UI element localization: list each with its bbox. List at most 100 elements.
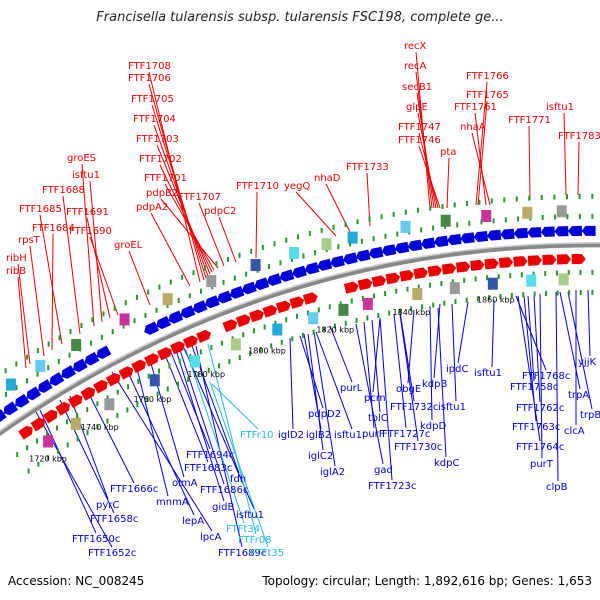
gene-label[interactable]: FTF1690 [69, 226, 112, 237]
gene-label[interactable]: FTF1733 [346, 162, 389, 173]
gene-label[interactable]: kdpD [420, 421, 446, 432]
reverse-gene-arrow[interactable] [500, 228, 515, 240]
gene-label[interactable]: FTF1706 [128, 73, 171, 84]
gene-label[interactable]: isftu1 [72, 170, 100, 181]
reverse-gene-arrow[interactable] [203, 295, 220, 309]
gene-label[interactable]: FTF1764c [516, 442, 564, 453]
gene-label[interactable]: FTF1650c [72, 534, 120, 545]
forward-gene-arrow[interactable] [222, 318, 239, 333]
forward-gene-arrow[interactable] [80, 385, 97, 401]
forward-gene-arrow[interactable] [131, 358, 148, 374]
forward-gene-arrow[interactable] [289, 295, 305, 309]
gene-label[interactable]: FTF1765 [466, 90, 509, 101]
gene-label[interactable]: isftu1 [334, 430, 362, 441]
gene-label[interactable]: FTFr10 [240, 430, 274, 441]
gene-label[interactable]: lepA [182, 516, 204, 527]
gene-label[interactable]: olmA [172, 478, 198, 489]
gene-label[interactable]: FTF1684 [32, 223, 75, 234]
gene-label[interactable]: pta [440, 147, 456, 158]
forward-gene-arrow[interactable] [262, 304, 278, 318]
gene-label[interactable]: rpsT [18, 235, 41, 246]
forward-gene-arrow[interactable] [67, 392, 85, 409]
reverse-gene-arrow[interactable] [355, 249, 371, 263]
reverse-gene-arrow[interactable] [24, 386, 42, 402]
reverse-gene-arrow[interactable] [166, 310, 184, 326]
gene-label[interactable]: FTF1705 [131, 94, 174, 105]
gene-label[interactable]: tolC [368, 413, 388, 424]
gene-label[interactable]: FTF1763c [512, 422, 560, 433]
forward-gene-arrow[interactable] [302, 291, 319, 305]
gene-label[interactable]: FTF1704 [133, 114, 176, 125]
forward-gene-arrow[interactable] [93, 378, 110, 394]
gene-label[interactable]: trpA [568, 390, 589, 401]
gene-label[interactable]: recA [404, 61, 427, 72]
gene-label[interactable]: FTF1746 [398, 135, 441, 146]
gene-label[interactable]: kdpC [434, 458, 459, 469]
gene-label[interactable]: yjjK [578, 357, 596, 368]
forward-gene-arrow[interactable] [18, 424, 35, 440]
gene-label[interactable]: nhaA [460, 122, 486, 133]
reverse-gene-arrow[interactable] [567, 225, 583, 237]
gene-label[interactable]: FTF1730c [394, 442, 442, 453]
gene-label[interactable]: gidB [212, 502, 234, 513]
reverse-gene-arrow[interactable] [0, 409, 7, 425]
gene-label[interactable]: FTF1694c [186, 450, 234, 461]
forward-gene-arrow[interactable] [55, 400, 72, 416]
gene-label[interactable]: FTF1783 [558, 131, 600, 142]
gene-label[interactable]: fdh [230, 474, 246, 485]
reverse-gene-arrow[interactable] [291, 265, 307, 280]
reverse-gene-arrow[interactable] [240, 281, 257, 296]
reverse-gene-arrow[interactable] [253, 277, 270, 291]
gene-label[interactable]: groES [67, 153, 96, 164]
reverse-gene-arrow[interactable] [47, 372, 65, 388]
gene-label[interactable]: yegQ [284, 181, 310, 192]
gene-label[interactable]: iglA2 [320, 467, 345, 478]
forward-gene-arrow[interactable] [144, 352, 161, 367]
gene-label[interactable]: trpB [580, 410, 600, 421]
reverse-gene-arrow[interactable] [540, 226, 555, 238]
gene-label[interactable]: pdpA2 [136, 202, 168, 213]
gene-label[interactable]: gad [374, 465, 393, 476]
forward-gene-arrow[interactable] [542, 254, 557, 266]
forward-gene-arrow[interactable] [118, 364, 135, 380]
reverse-gene-arrow[interactable] [94, 345, 112, 360]
gene-label[interactable]: FTF1685 [19, 204, 62, 215]
reverse-gene-arrow[interactable] [433, 235, 449, 248]
forward-gene-arrow[interactable] [275, 299, 292, 314]
gene-label[interactable]: FTF1686c [200, 485, 248, 496]
gene-label[interactable]: iglD2 [278, 430, 304, 441]
gene-label[interactable]: FTF1761 [454, 102, 497, 113]
gene-label[interactable]: clcA [564, 426, 585, 437]
reverse-gene-arrow[interactable] [12, 393, 30, 410]
forward-gene-arrow[interactable] [513, 256, 528, 267]
forward-gene-arrow[interactable] [170, 340, 187, 355]
forward-gene-arrow[interactable] [413, 267, 429, 280]
gene-label[interactable]: FTF1652c [88, 548, 136, 559]
gene-label[interactable]: FTF1708 [128, 61, 171, 72]
gene-label[interactable]: clpB [546, 482, 568, 493]
gene-label[interactable]: FTF1732c [390, 402, 438, 413]
forward-gene-arrow[interactable] [30, 415, 48, 432]
gene-label[interactable]: FTF1666c [110, 484, 158, 495]
reverse-gene-arrow[interactable] [460, 232, 475, 244]
gene-label[interactable]: FTF1658c [90, 514, 138, 525]
reverse-gene-arrow[interactable] [265, 273, 282, 287]
gene-label[interactable]: iglB2 [306, 430, 331, 441]
gene-label[interactable]: lpcA [200, 532, 222, 543]
forward-gene-arrow[interactable] [157, 345, 174, 361]
gene-label[interactable]: ribH [6, 253, 27, 264]
reverse-gene-arrow[interactable] [154, 315, 172, 331]
forward-gene-arrow[interactable] [235, 313, 253, 328]
reverse-gene-arrow[interactable] [71, 358, 88, 374]
reverse-gene-arrow[interactable] [473, 230, 489, 242]
reverse-gene-arrow[interactable] [407, 239, 423, 252]
gene-label[interactable]: isftu1 [474, 368, 502, 379]
gene-label[interactable]: FTF1702 [139, 154, 182, 165]
forward-gene-arrow[interactable] [105, 371, 123, 387]
gene-label[interactable]: groEL [114, 240, 143, 251]
reverse-gene-arrow[interactable] [381, 244, 397, 257]
reverse-gene-arrow[interactable] [191, 300, 208, 315]
gene-label[interactable]: glpE [406, 102, 428, 113]
gene-label[interactable]: pdpD2 [308, 409, 341, 420]
reverse-gene-arrow[interactable] [82, 351, 100, 368]
